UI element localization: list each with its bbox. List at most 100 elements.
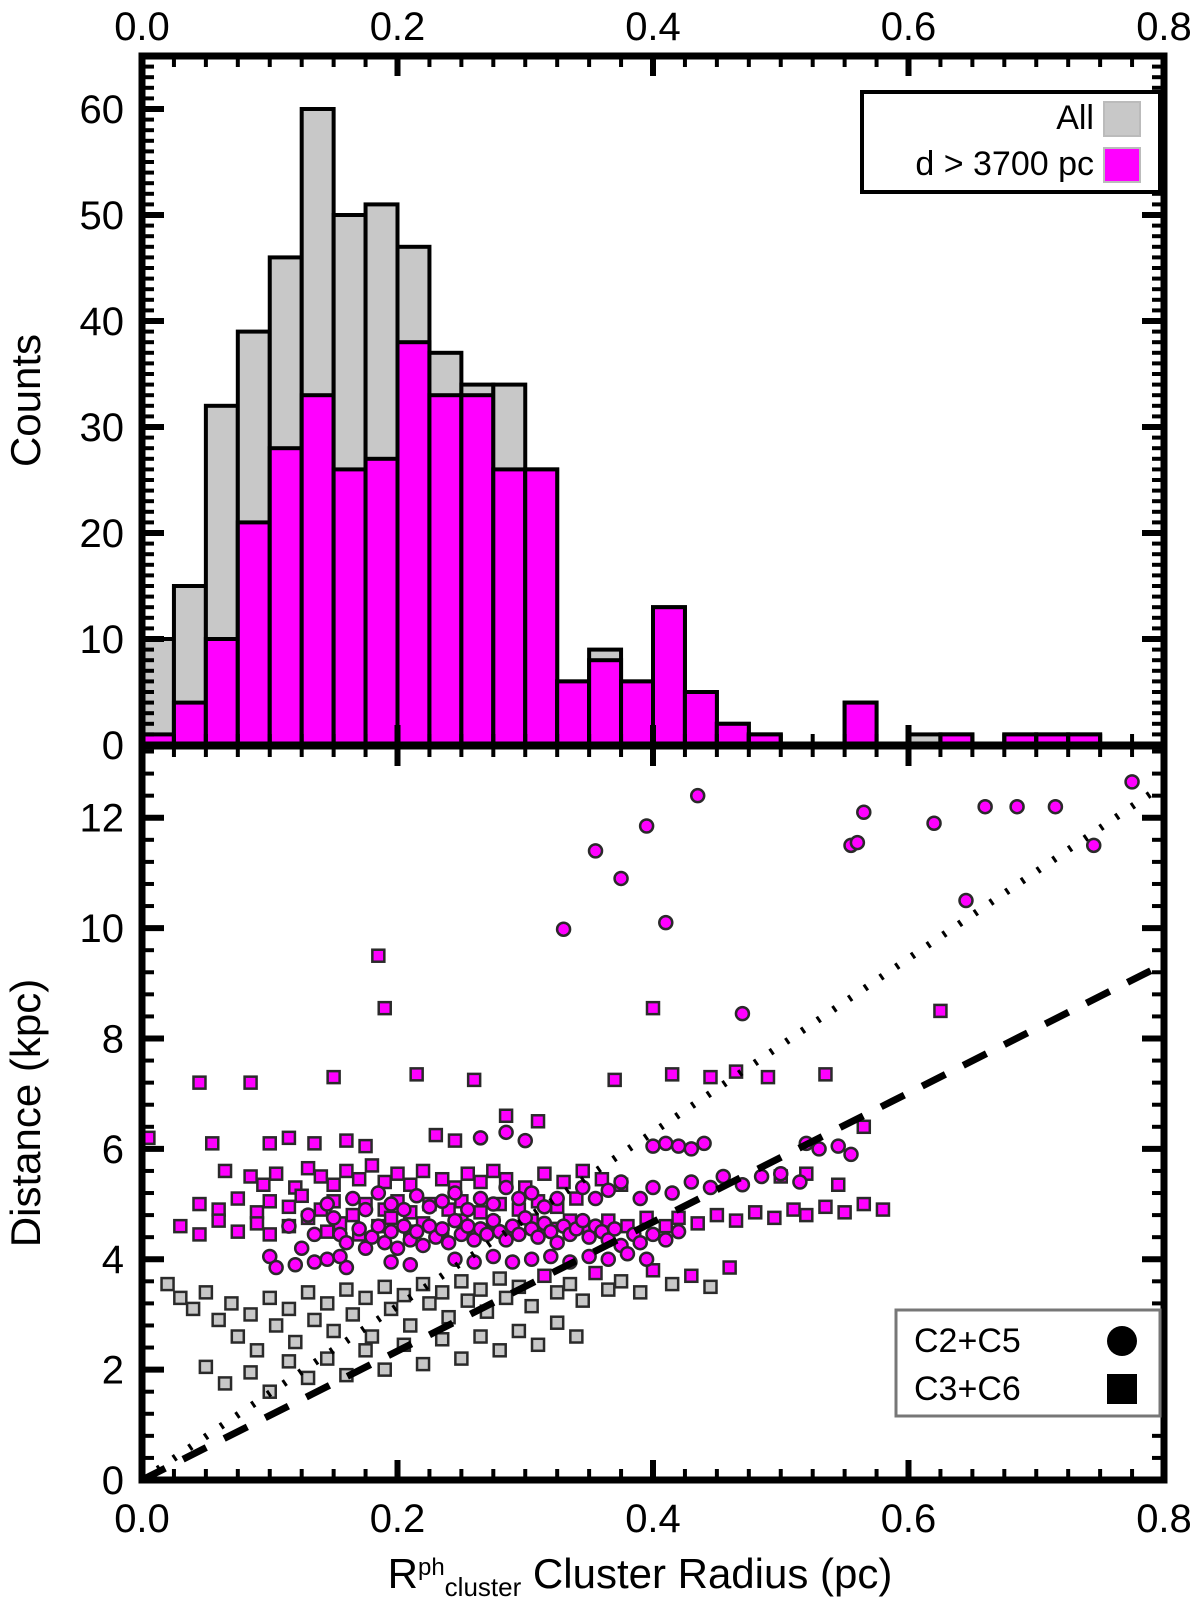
scatter-point-square	[454, 1351, 469, 1366]
scatter-point-square	[722, 1260, 737, 1275]
scatter-point-square	[492, 1343, 507, 1358]
scatter-point-square	[358, 1343, 373, 1358]
scatter-point-circle	[753, 1168, 770, 1185]
scatter-point-square	[339, 1163, 354, 1179]
scatter-point-circle	[472, 1190, 489, 1207]
scatter-point-square	[390, 1166, 405, 1181]
scatter-point-square	[230, 1224, 246, 1239]
scatter-point-circle	[370, 1185, 387, 1201]
scatter-point-circle	[511, 1190, 527, 1207]
scatter-point-circle	[434, 1193, 450, 1210]
scatter-point-circle	[447, 1212, 463, 1229]
x-tick-label-top: 0.8	[1136, 5, 1192, 49]
scatter-point-square	[192, 1075, 207, 1090]
scatter-point-square	[837, 1205, 852, 1220]
scatter-point-circle	[645, 1179, 661, 1196]
scatter-point-circle	[517, 1132, 533, 1149]
scatter-point-square	[709, 1207, 725, 1223]
scatter-point-circle	[517, 1210, 533, 1226]
scatter-point-square	[262, 1136, 277, 1151]
scatter-point-square	[601, 1282, 616, 1297]
y-tick-label-counts: 40	[80, 300, 125, 344]
scatter-point-circle	[447, 1185, 463, 1201]
histogram-bar-far	[651, 605, 687, 748]
xlabel-main: Cluster Radius (pc)	[521, 1550, 892, 1597]
scatter-point-square	[786, 1202, 801, 1217]
scatter-point-square	[658, 1218, 674, 1234]
tick-labels: 0.0 0.2 0.4 0.6 0.80.0 0.2 0.4 0.6 0.80102030405…	[80, 5, 1192, 1541]
scatter-point-circle	[415, 1237, 431, 1254]
scatter-point-square	[856, 1119, 872, 1135]
scatter-point-square	[645, 1263, 661, 1278]
scatter-point-square	[300, 1160, 316, 1176]
scatter-point-square	[198, 1285, 214, 1300]
scatter-point-circle	[773, 1165, 789, 1182]
scatter-point-square	[217, 1376, 233, 1391]
scatter-point-square	[307, 1312, 322, 1328]
scatter-point-square	[569, 1329, 584, 1344]
histogram-bar-far	[491, 467, 528, 747]
scatter-points	[141, 774, 1140, 1399]
scatter-point-square	[933, 1003, 948, 1019]
scatter-point-square	[339, 1282, 354, 1297]
y-tick-label-counts: 0	[102, 724, 124, 768]
scatter-point-circle	[574, 1179, 591, 1196]
scatter-legend-label: C3+C6	[914, 1370, 1021, 1408]
scatter-point-square	[268, 1318, 284, 1333]
scatter-point-circle	[1047, 798, 1064, 815]
scatter-point-square	[818, 1067, 833, 1082]
scatter-point-square	[281, 1199, 297, 1215]
axis-titles: Counts Distance (kpc)	[2, 334, 49, 1247]
scatter-point-circle	[689, 787, 706, 804]
scatter-legend-marker-square	[1107, 1374, 1137, 1404]
scatter-point-square	[249, 1343, 265, 1358]
scatter-point-circle	[408, 1223, 425, 1240]
scatter-point-circle	[383, 1196, 399, 1212]
scatter-point-square	[415, 1163, 431, 1179]
scatter-point-square	[767, 1210, 782, 1226]
scatter-legend-label: C2+C5	[914, 1322, 1021, 1360]
scatter-point-circle	[504, 1254, 521, 1270]
scatter-point-square	[243, 1169, 258, 1184]
histogram-legend-swatch	[1103, 147, 1141, 183]
scatter-point-circle	[632, 1190, 648, 1207]
scatter-point-square	[256, 1177, 271, 1192]
scatter-point-square	[300, 1285, 316, 1300]
scatter-point-circle	[843, 1146, 859, 1163]
scatter-point-square	[530, 1337, 546, 1353]
scatter-point-circle	[536, 1199, 553, 1215]
histogram-bar-far	[171, 700, 208, 747]
scatter-point-square	[230, 1329, 246, 1344]
scatter-point-square	[262, 1290, 277, 1306]
scatter-point-circle	[619, 1245, 636, 1262]
scatter-point-square	[473, 1174, 488, 1190]
scatter-point-square	[205, 1136, 220, 1151]
scatter-point-square	[613, 1274, 629, 1289]
scatter-point-circle	[658, 914, 674, 931]
scatter-point-square	[377, 1362, 392, 1377]
scatter-point-square	[498, 1108, 514, 1124]
scatter-point-circle	[479, 1226, 495, 1243]
scatter-point-square	[524, 1298, 539, 1314]
x-tick-label-top: 0.0	[114, 5, 170, 49]
scatter-point-square	[345, 1207, 361, 1223]
scatter-point-circle	[734, 1005, 751, 1022]
scatter-frame	[138, 742, 1168, 1484]
reference-lines	[140, 781, 1166, 1484]
scatter-point-circle	[498, 1124, 514, 1141]
scatter-point-circle	[440, 1234, 457, 1251]
histogram-legend[interactable]: All d > 3700 pc	[860, 90, 1162, 194]
scatter-point-square	[377, 1279, 392, 1295]
scatter-point-square	[358, 1290, 373, 1306]
scatter-point-circle	[332, 1248, 348, 1265]
scatter-point-circle	[370, 1218, 387, 1234]
y-tick-label-distance: 12	[80, 797, 125, 841]
scatter-point-circle	[376, 1234, 393, 1251]
scatter-point-circle	[319, 1251, 335, 1267]
scatter-point-square	[434, 1285, 450, 1300]
x-tick-label-bottom: 0.4	[625, 1497, 681, 1541]
scatter-point-circle	[460, 1201, 476, 1218]
scatter-point-square	[549, 1315, 565, 1330]
scatter-legend[interactable]: C2+C5 C3+C6	[894, 1308, 1162, 1418]
scatter-point-square	[569, 1191, 584, 1206]
